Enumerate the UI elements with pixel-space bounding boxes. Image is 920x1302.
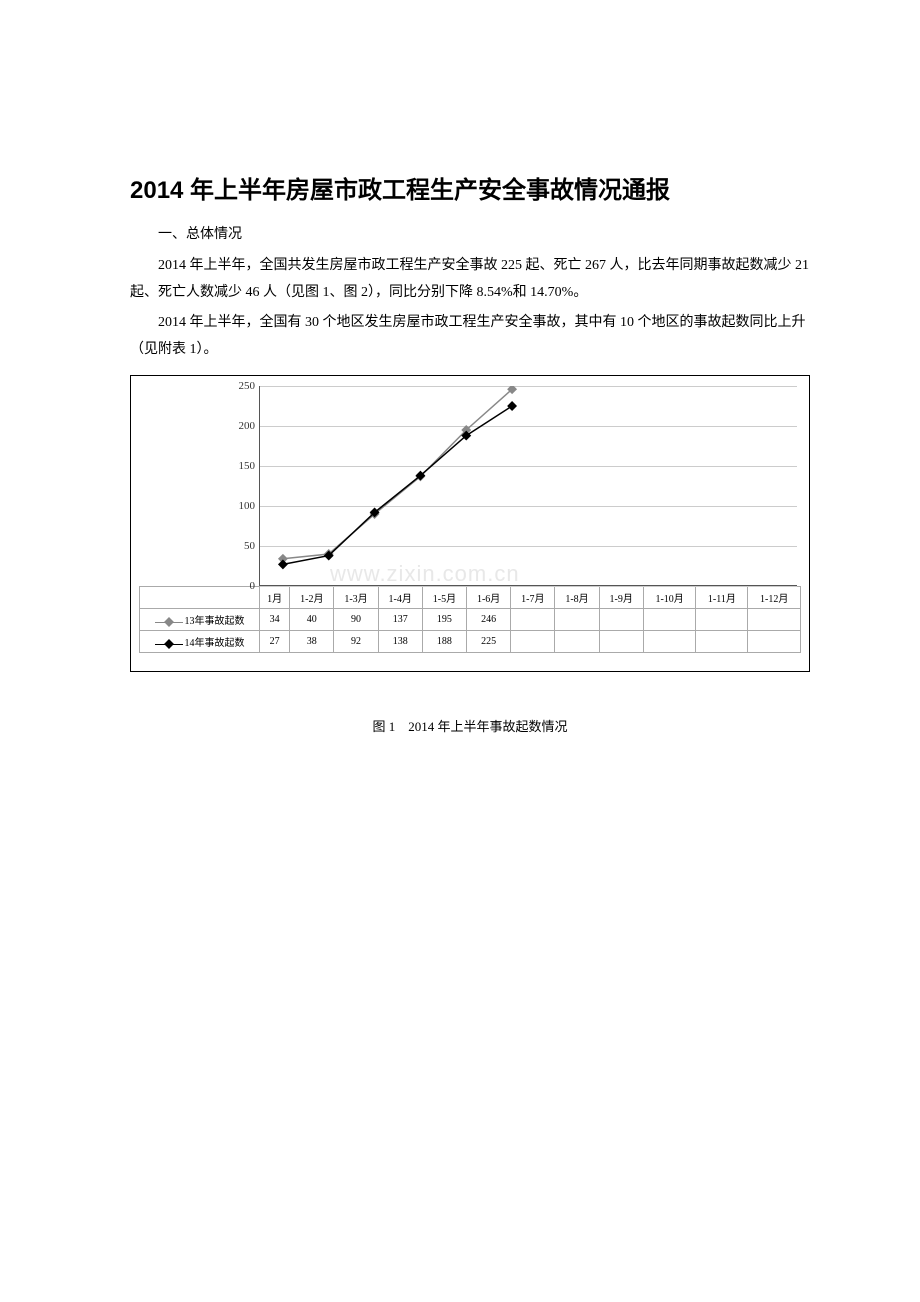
table-data-cell (511, 631, 555, 653)
chart-1-data-table: 1月1-2月1-3月1-4月1-5月1-6月1-7月1-8月1-9月1-10月1… (139, 586, 801, 653)
chart-y-tick-label: 150 (225, 460, 255, 472)
table-data-cell (696, 609, 748, 631)
series-name: 13年事故起数 (185, 616, 245, 627)
table-data-cell (748, 631, 801, 653)
paragraph-2: 2014 年上半年，全国有 30 个地区发生房屋市政工程生产安全事故，其中有 1… (130, 310, 810, 363)
chart-svg (260, 386, 810, 586)
table-data-cell: 188 (422, 631, 466, 653)
table-data-cell: 90 (334, 609, 378, 631)
chart-y-tick-label: 100 (225, 500, 255, 512)
table-data-cell: 40 (290, 609, 334, 631)
table-data-cell: 137 (378, 609, 422, 631)
paragraph-1: 2014 年上半年，全国共发生房屋市政工程生产安全事故 225 起、死亡 267… (130, 253, 810, 306)
table-data-cell (599, 631, 643, 653)
chart-y-tick-label: 200 (225, 420, 255, 432)
table-data-cell (599, 609, 643, 631)
table-data-cell: 38 (290, 631, 334, 653)
table-data-cell: 34 (260, 609, 290, 631)
chart-y-tick-label: 50 (225, 540, 255, 552)
table-data-cell: 246 (467, 609, 511, 631)
table-header-cell: 1-4月 (378, 587, 422, 609)
table-header-cell: 1-5月 (422, 587, 466, 609)
table-data-cell (555, 631, 599, 653)
table-header-cell: 1-7月 (511, 587, 555, 609)
section-heading-1: 一、总体情况 (130, 223, 810, 243)
table-data-cell (696, 631, 748, 653)
table-data-cell (748, 609, 801, 631)
table-legend-cell: 14年事故起数 (140, 631, 260, 653)
chart-1-caption: 图 1 2014 年上半年事故起数情况 (130, 716, 810, 735)
table-data-cell: 92 (334, 631, 378, 653)
chart-y-tick-label: 0 (225, 580, 255, 592)
table-header-cell: 1-12月 (748, 587, 801, 609)
chart-1-plot: www.zixin.com.cn 050100150200250 (259, 386, 797, 586)
table-header-cell: 1-10月 (643, 587, 696, 609)
chart-gridline (260, 586, 797, 587)
chart-y-tick-label: 250 (225, 380, 255, 392)
table-header-cell: 1-3月 (334, 587, 378, 609)
table-header-cell: 1-9月 (599, 587, 643, 609)
table-data-cell: 27 (260, 631, 290, 653)
table-header-cell: 1-11月 (696, 587, 748, 609)
table-header-cell: 1-6月 (467, 587, 511, 609)
table-data-cell: 195 (422, 609, 466, 631)
series-name: 14年事故起数 (185, 638, 245, 649)
table-data-cell (643, 631, 696, 653)
table-data-cell: 138 (378, 631, 422, 653)
table-header-cell: 1月 (260, 587, 290, 609)
table-legend-cell: 13年事故起数 (140, 609, 260, 631)
table-data-cell: 225 (467, 631, 511, 653)
table-data-cell (643, 609, 696, 631)
table-data-cell (511, 609, 555, 631)
chart-1-container: www.zixin.com.cn 050100150200250 1月1-2月1… (130, 375, 810, 672)
table-header-cell: 1-8月 (555, 587, 599, 609)
table-data-cell (555, 609, 599, 631)
table-header-cell: 1-2月 (290, 587, 334, 609)
page-title: 2014 年上半年房屋市政工程生产安全事故情况通报 (130, 170, 810, 205)
